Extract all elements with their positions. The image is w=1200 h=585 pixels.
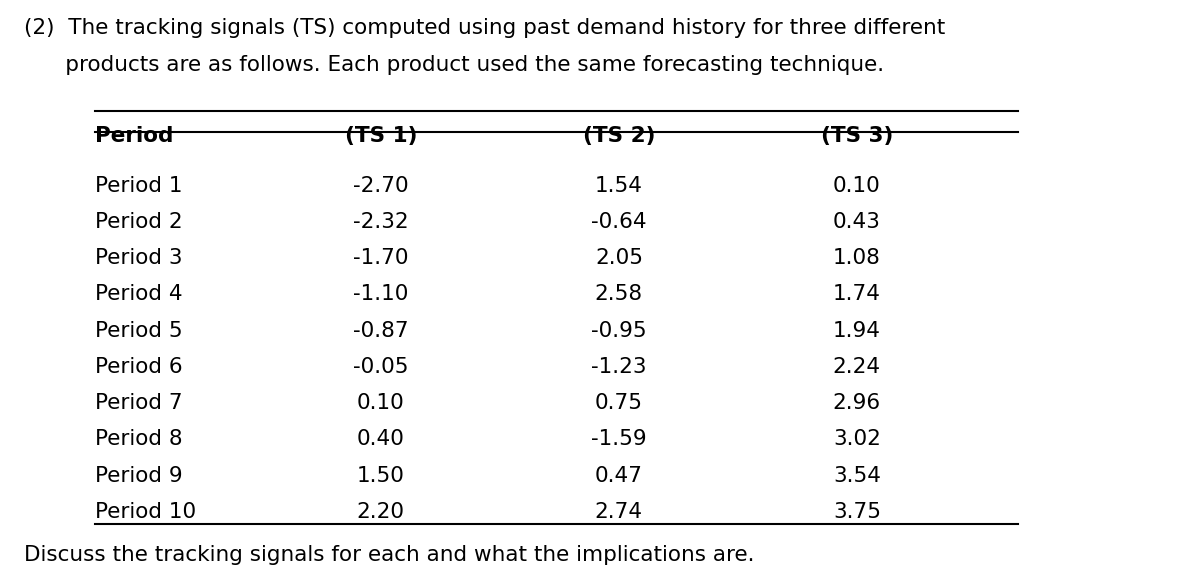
Text: 1.74: 1.74 <box>833 284 881 304</box>
Text: (TS 2): (TS 2) <box>583 126 655 146</box>
Text: Period 2: Period 2 <box>95 212 182 232</box>
Text: 2.96: 2.96 <box>833 393 881 413</box>
Text: (TS 1): (TS 1) <box>344 126 418 146</box>
Text: 0.10: 0.10 <box>356 393 404 413</box>
Text: 3.54: 3.54 <box>833 466 881 486</box>
Text: 1.94: 1.94 <box>833 321 881 340</box>
Text: Period 1: Period 1 <box>95 176 182 195</box>
Text: -1.70: -1.70 <box>353 248 408 268</box>
Text: Period 5: Period 5 <box>95 321 182 340</box>
Text: 0.43: 0.43 <box>833 212 881 232</box>
Text: products are as follows. Each product used the same forecasting technique.: products are as follows. Each product us… <box>24 55 884 75</box>
Text: (TS 3): (TS 3) <box>821 126 893 146</box>
Text: Period: Period <box>95 126 174 146</box>
Text: Period 10: Period 10 <box>95 502 197 522</box>
Text: -1.23: -1.23 <box>592 357 647 377</box>
Text: -0.87: -0.87 <box>353 321 409 340</box>
Text: 3.75: 3.75 <box>833 502 881 522</box>
Text: (2)  The tracking signals (TS) computed using past demand history for three diff: (2) The tracking signals (TS) computed u… <box>24 18 946 37</box>
Text: 2.58: 2.58 <box>595 284 643 304</box>
Text: -0.64: -0.64 <box>592 212 647 232</box>
Text: 0.40: 0.40 <box>356 429 404 449</box>
Text: Period 7: Period 7 <box>95 393 182 413</box>
Text: -1.10: -1.10 <box>353 284 408 304</box>
Text: -2.32: -2.32 <box>353 212 409 232</box>
Text: 1.54: 1.54 <box>595 176 643 195</box>
Text: 2.20: 2.20 <box>356 502 404 522</box>
Text: -2.70: -2.70 <box>353 176 409 195</box>
Text: 1.50: 1.50 <box>356 466 404 486</box>
Text: 0.47: 0.47 <box>595 466 643 486</box>
Text: 3.02: 3.02 <box>833 429 881 449</box>
Text: Period 9: Period 9 <box>95 466 182 486</box>
Text: Period 3: Period 3 <box>95 248 182 268</box>
Text: Discuss the tracking signals for each and what the implications are.: Discuss the tracking signals for each an… <box>24 545 755 565</box>
Text: -1.59: -1.59 <box>592 429 647 449</box>
Text: 0.75: 0.75 <box>595 393 643 413</box>
Text: 2.05: 2.05 <box>595 248 643 268</box>
Text: 2.74: 2.74 <box>595 502 643 522</box>
Text: Period 6: Period 6 <box>95 357 182 377</box>
Text: 2.24: 2.24 <box>833 357 881 377</box>
Text: Period 4: Period 4 <box>95 284 182 304</box>
Text: Period 8: Period 8 <box>95 429 182 449</box>
Text: 0.10: 0.10 <box>833 176 881 195</box>
Text: 1.08: 1.08 <box>833 248 881 268</box>
Text: -0.95: -0.95 <box>592 321 647 340</box>
Text: -0.05: -0.05 <box>353 357 408 377</box>
